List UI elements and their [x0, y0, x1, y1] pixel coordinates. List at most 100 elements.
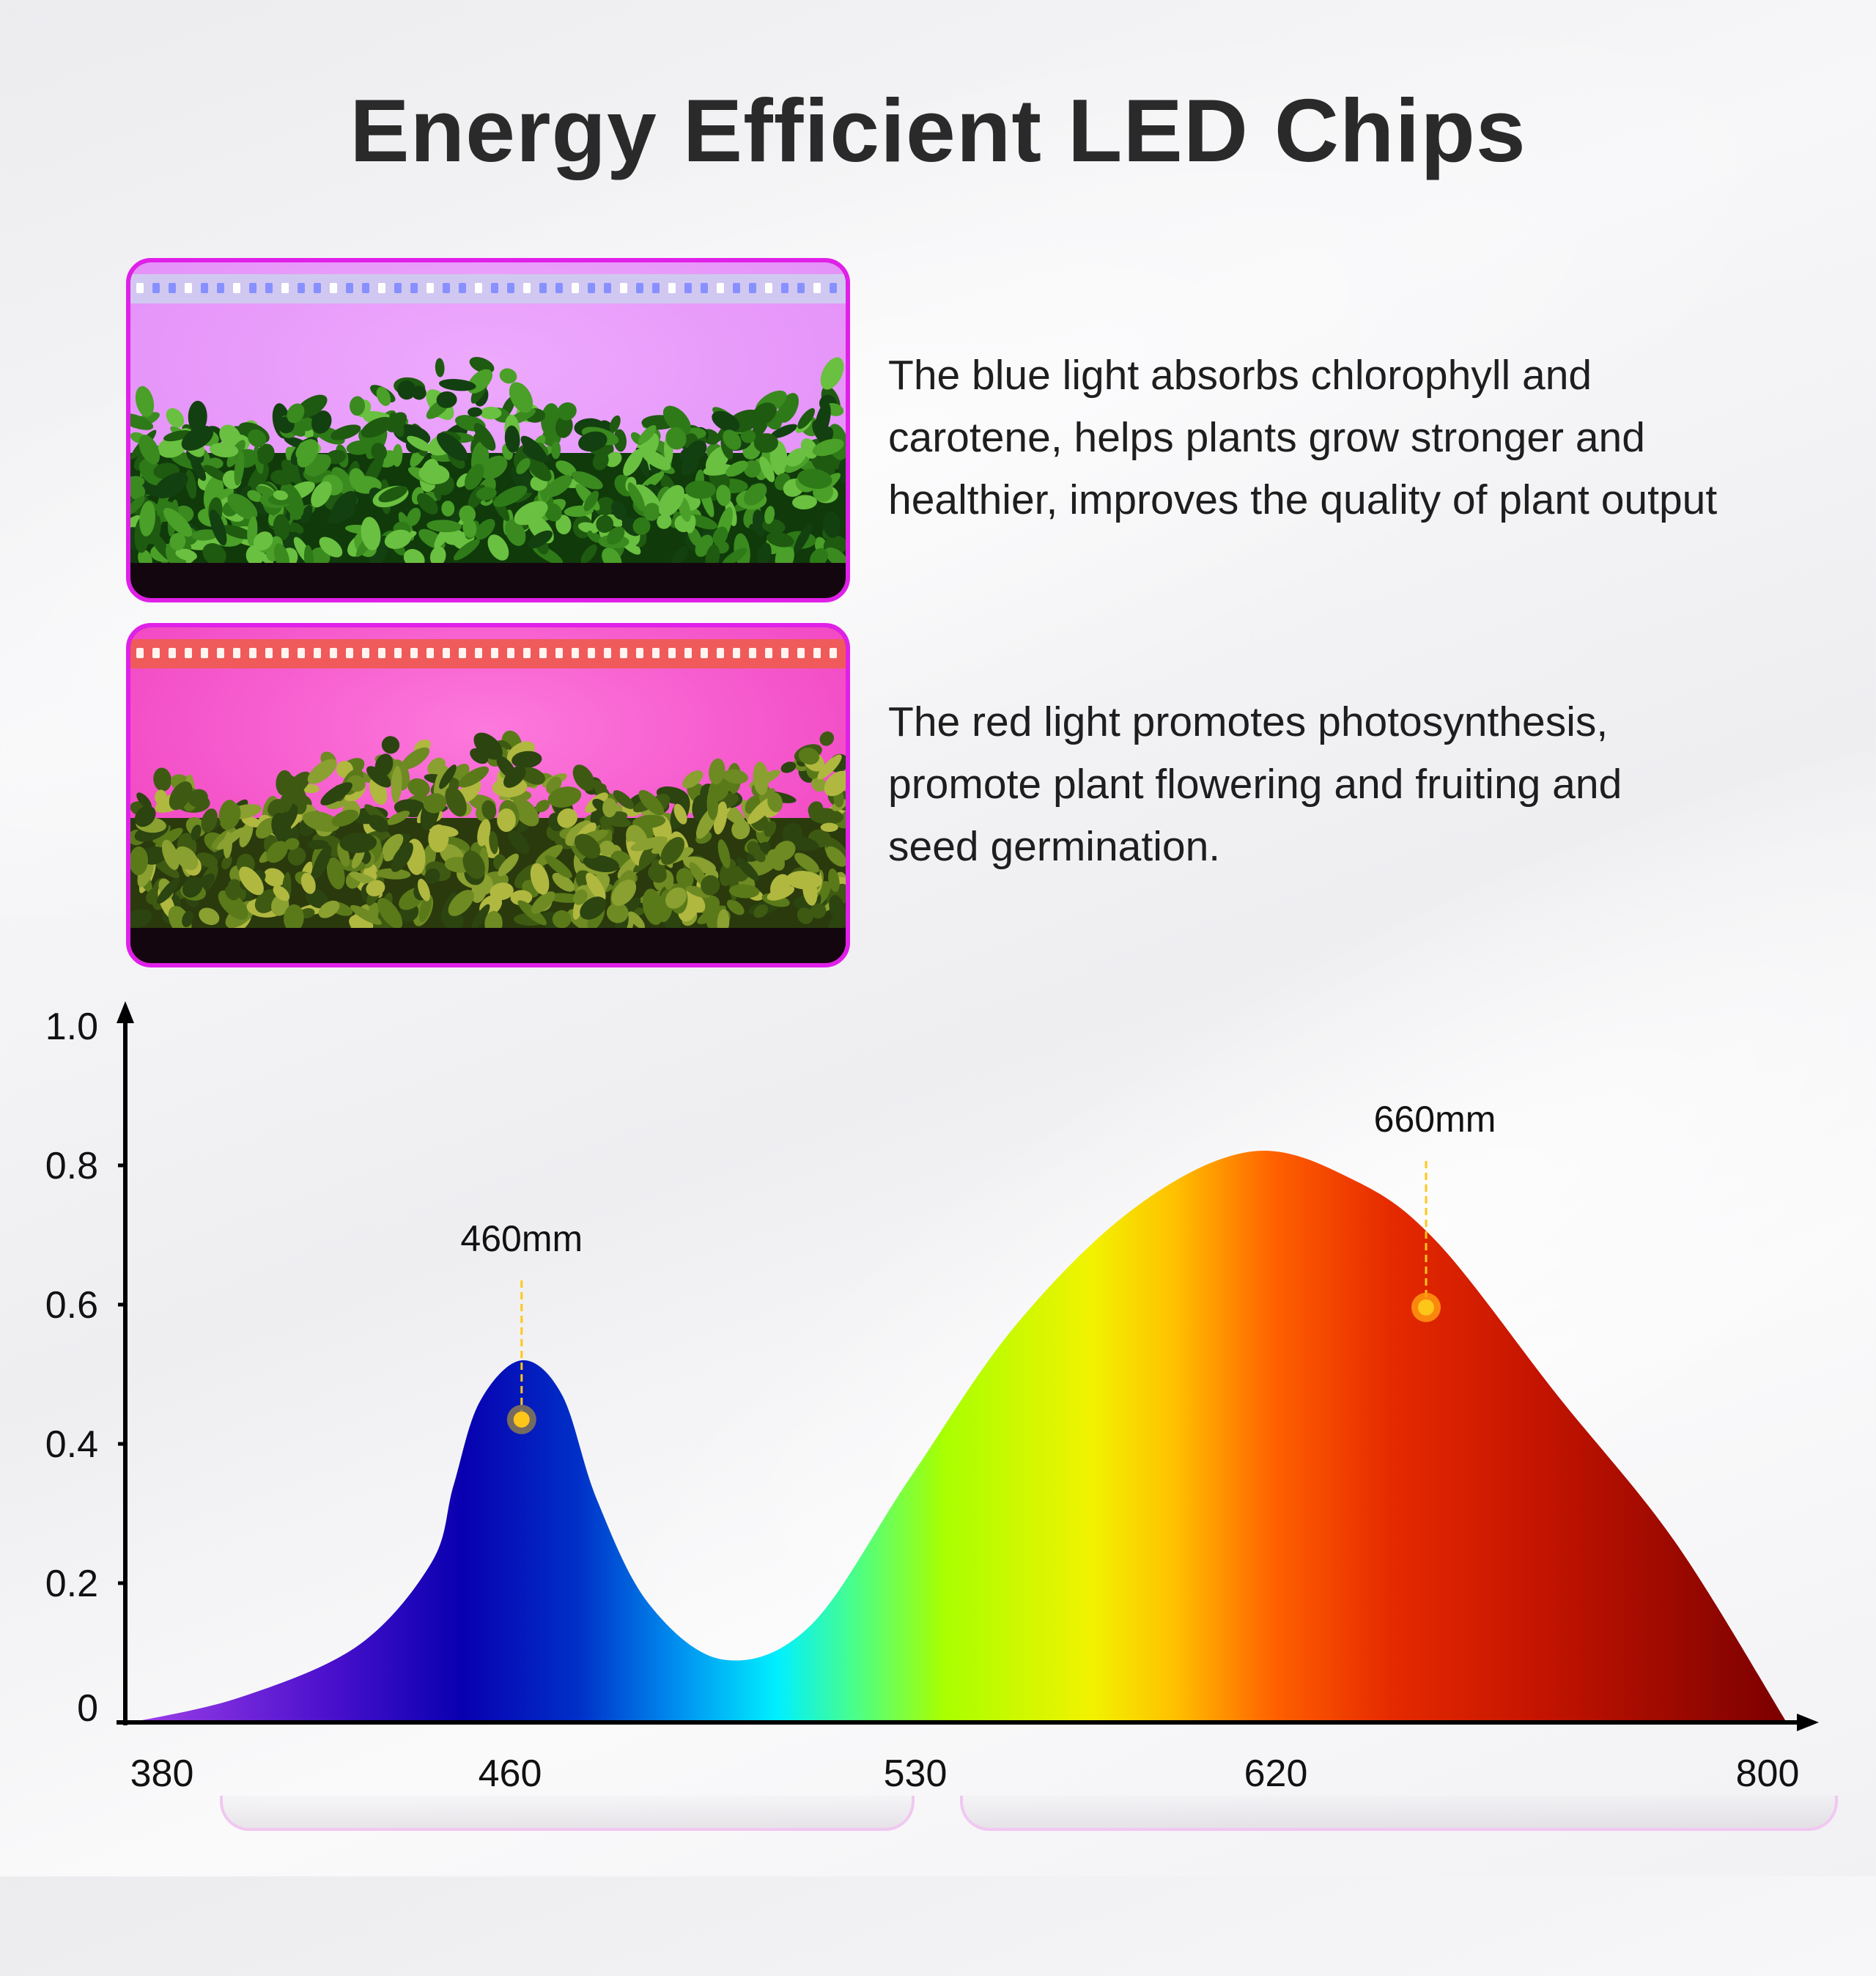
leaf: [139, 435, 160, 465]
led-chip: [555, 648, 563, 658]
led-chip: [491, 648, 498, 658]
leaf: [307, 759, 337, 784]
leaf: [445, 786, 467, 817]
leaf: [723, 430, 742, 450]
leaf: [349, 468, 366, 492]
led-chip: [136, 283, 144, 293]
led-chip: [588, 283, 595, 293]
leaf: [385, 412, 407, 432]
peak-marker: [1418, 1299, 1435, 1316]
description-line: carotene, helps plants grow stronger and: [888, 414, 1645, 461]
led-chip: [233, 648, 240, 658]
leaf: [551, 440, 561, 460]
leaf: [599, 840, 616, 856]
leaf: [436, 432, 468, 461]
leaf: [368, 814, 389, 833]
leaf: [736, 857, 759, 881]
leaf: [480, 455, 508, 479]
leaf: [480, 407, 502, 420]
leaf: [248, 429, 267, 448]
led-chip: [830, 283, 837, 293]
led-chip: [668, 648, 676, 658]
leaf: [130, 496, 145, 516]
leaf: [628, 911, 646, 929]
led-chip: [169, 283, 176, 293]
leaf: [671, 546, 688, 566]
leaf: [726, 899, 745, 915]
led-chip: [507, 648, 514, 658]
leaf: [267, 799, 287, 817]
leaf: [218, 890, 248, 920]
leaf: [156, 877, 180, 904]
led-chip: [765, 283, 772, 293]
led-chip: [249, 283, 256, 293]
leaf: [811, 776, 827, 792]
leaf: [838, 457, 846, 484]
leaf: [153, 767, 171, 792]
x-axis-arrow-icon: [1797, 1714, 1819, 1731]
leaf: [682, 770, 704, 789]
y-axis-arrow-icon: [117, 1001, 134, 1023]
leaf: [130, 909, 152, 930]
leaf: [706, 788, 719, 820]
leaf: [468, 407, 483, 417]
leaf: [716, 484, 731, 506]
leaf: [744, 483, 767, 506]
leaf: [512, 751, 542, 769]
led-chip: [410, 283, 418, 293]
leaf: [134, 805, 156, 827]
leaf: [728, 884, 760, 899]
led-chip: [394, 648, 402, 658]
leaf: [361, 416, 393, 438]
led-chip: [394, 283, 402, 293]
led-chip: [152, 283, 160, 293]
leaf: [606, 902, 629, 924]
leaf: [609, 415, 621, 433]
led-chip: [830, 648, 837, 658]
leaf: [544, 503, 562, 522]
leaf: [723, 769, 748, 784]
leaf: [137, 859, 154, 888]
leaf: [544, 855, 572, 879]
leaf: [273, 490, 289, 501]
plant-illustration: [130, 627, 846, 963]
leaf: [824, 770, 846, 797]
y-tick-label: 1.0: [45, 1006, 98, 1048]
leaf: [303, 811, 340, 833]
leaf: [199, 907, 220, 926]
led-chip: [555, 283, 563, 293]
leaf: [638, 845, 654, 870]
leaf: [361, 517, 381, 550]
leaf: [130, 846, 149, 876]
leaf: [712, 410, 740, 432]
led-chip: [378, 648, 385, 658]
leaf: [330, 424, 361, 440]
planter-base: [130, 563, 846, 598]
led-chip: [572, 648, 579, 658]
leaf: [823, 511, 841, 538]
leaf: [287, 403, 305, 424]
leaf: [808, 801, 824, 818]
led-chip: [620, 283, 627, 293]
leaf: [188, 789, 208, 808]
led-chip: [797, 648, 805, 658]
leaf: [271, 812, 292, 841]
led-chip: [362, 283, 369, 293]
leaf: [418, 895, 432, 923]
leaf: [535, 800, 550, 813]
leaf: [780, 762, 797, 773]
leaf: [300, 504, 313, 524]
description-line: The red light promotes photosynthesis,: [888, 698, 1609, 745]
leaf: [428, 824, 449, 852]
leaf: [520, 435, 548, 463]
led-chip: [217, 648, 224, 658]
led-chip: [169, 648, 176, 658]
leaf: [752, 848, 766, 863]
leaf: [169, 532, 186, 550]
leaf: [602, 797, 617, 818]
leaf: [366, 880, 385, 897]
leaf: [295, 439, 317, 460]
leaf: [287, 522, 304, 534]
leaf: [657, 514, 672, 529]
led-chip: [378, 283, 385, 293]
